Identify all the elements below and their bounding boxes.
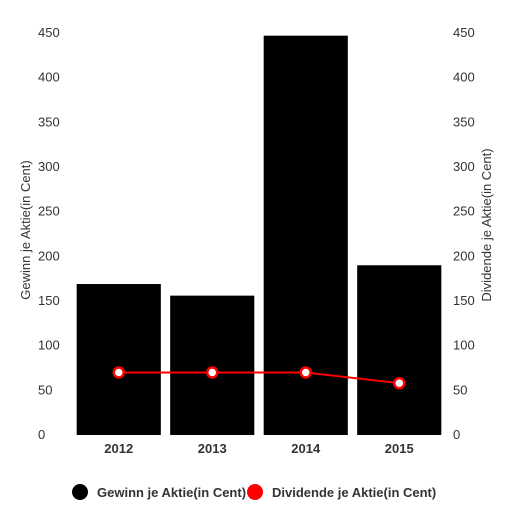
right-y-tick-label: 400 <box>453 70 475 85</box>
left-y-tick-label: 50 <box>38 382 52 397</box>
right-y-tick-label: 350 <box>453 114 475 129</box>
x-tick-label: 2014 <box>291 441 321 456</box>
right-y-tick-label: 450 <box>453 25 475 40</box>
right-y-tick-label: 50 <box>453 382 467 397</box>
point-2014[interactable] <box>299 366 312 379</box>
x-axis: 2012 2013 2014 2015 <box>104 441 413 456</box>
legend-label: Gewinn je Aktie(in Cent) <box>97 485 246 500</box>
left-y-tick-label: 250 <box>38 204 60 219</box>
right-y-tick-label: 300 <box>453 159 475 174</box>
left-y-tick-label: 300 <box>38 159 60 174</box>
left-y-tick-label: 200 <box>38 248 60 263</box>
x-tick-label: 2015 <box>385 441 414 456</box>
line-series-dividende <box>112 366 406 390</box>
legend-item-0[interactable]: Gewinn je Aktie(in Cent) <box>72 484 246 500</box>
left-y-tick-label: 400 <box>38 70 60 85</box>
right-y-tick-label: 150 <box>453 293 475 308</box>
point-2015[interactable] <box>393 376 406 390</box>
dividende-line <box>118 371 400 385</box>
bar-series-gewinn <box>76 35 442 436</box>
right-y-tick-label: 0 <box>453 427 460 442</box>
left-y-tick-label: 150 <box>38 293 60 308</box>
legend-marker-icon <box>72 484 88 500</box>
point-2012[interactable] <box>112 366 125 379</box>
right-y-tick-label: 100 <box>453 338 475 353</box>
left-y-tick-label: 0 <box>38 427 45 442</box>
right-y-tick-label: 250 <box>453 204 475 219</box>
left-y-axis: 0 50 100 150 200 250 300 350 400 450 <box>38 25 60 442</box>
legend-marker-icon <box>247 484 263 500</box>
bar-2013[interactable] <box>170 295 255 435</box>
left-y-axis-title: Gewinn je Aktie(in Cent) <box>18 160 33 299</box>
right-y-tick-label: 200 <box>453 248 475 263</box>
left-y-tick-label: 100 <box>38 338 60 353</box>
right-y-axis-title: Dividende je Aktie(in Cent) <box>479 148 494 301</box>
bar-2012[interactable] <box>76 284 161 435</box>
legend-item-1[interactable]: Dividende je Aktie(in Cent) <box>247 484 436 500</box>
legend-label: Dividende je Aktie(in Cent) <box>272 485 436 500</box>
legend: Gewinn je Aktie(in Cent) Dividende je Akt… <box>72 484 436 500</box>
x-tick-label: 2012 <box>104 441 133 456</box>
left-y-tick-label: 350 <box>38 114 60 129</box>
x-tick-label: 2013 <box>198 441 227 456</box>
left-y-tick-label: 450 <box>38 25 60 40</box>
right-y-axis: 0 50 100 150 200 250 300 350 400 450 <box>453 25 475 442</box>
bar-2015[interactable] <box>357 265 442 435</box>
point-2013[interactable] <box>206 366 219 379</box>
